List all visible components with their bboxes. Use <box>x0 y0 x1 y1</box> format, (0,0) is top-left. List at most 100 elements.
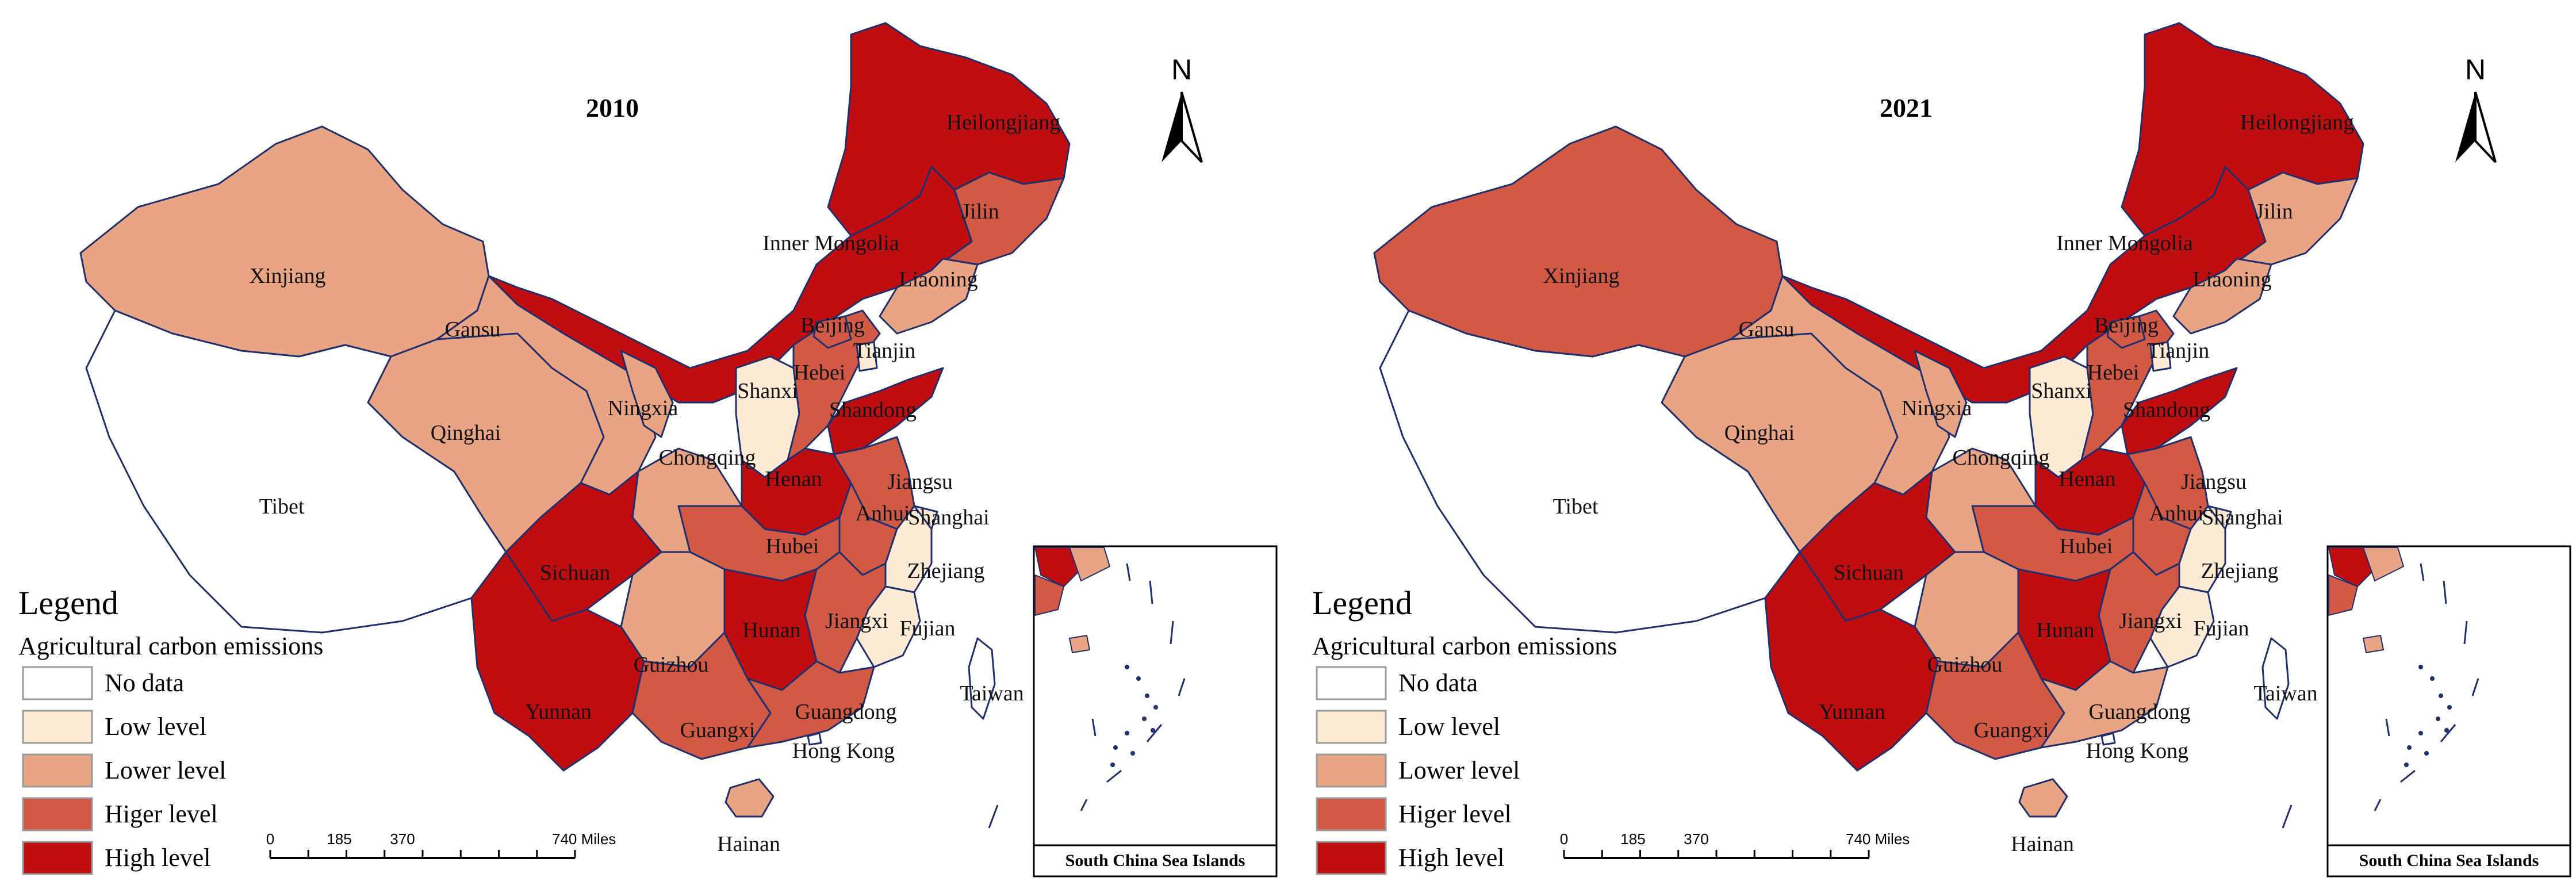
legend-swatch-lower <box>1316 753 1387 788</box>
province-label-shandong: Shandong <box>829 398 917 422</box>
province-label-ningxia: Ningxia <box>1902 396 1972 420</box>
province-taiwan <box>2261 637 2290 720</box>
province-label-guizhou: Guizhou <box>1927 653 2003 677</box>
map-year-title: 2010 <box>586 93 639 122</box>
province-label-fujian: Fujian <box>2193 616 2249 641</box>
province-label-zhejiang: Zhejiang <box>2201 559 2278 583</box>
province-taiwan <box>968 637 996 720</box>
scale-tick-label: 740 Miles <box>552 830 616 848</box>
province-label-qinghai: Qinghai <box>431 421 501 445</box>
province-hong-kong <box>2100 732 2116 746</box>
province-guangdong <box>2040 660 2169 749</box>
province-label-xinjiang: Xinjiang <box>1543 264 1620 288</box>
province-label-xinjiang: Xinjiang <box>250 264 326 288</box>
province-label-jiangxi: Jiangxi <box>825 609 888 633</box>
province-ningxia <box>1914 350 1968 438</box>
legend-swatch-no-data <box>1316 666 1387 700</box>
province-label-hunan: Hunan <box>2036 618 2094 642</box>
province-label-jiangsu: Jiangsu <box>2181 470 2247 494</box>
north-label: N <box>1171 53 1192 86</box>
scale-tick-label: 185 <box>1620 830 1645 848</box>
province-label-hainan: Hainan <box>2011 832 2074 856</box>
north-label: N <box>2465 53 2486 86</box>
province-label-hong-kong: Hong Kong <box>792 739 895 763</box>
scale-bar: 0 185 370 740 Miles <box>266 830 616 859</box>
legend-item-label: Higer level <box>1398 800 1512 828</box>
province-label-guangdong: Guangdong <box>795 700 896 724</box>
province-label-liaoning: Liaoning <box>899 267 977 292</box>
province-label-heilongjiang: Heilongjiang <box>946 110 1060 135</box>
legend-item-label: Lower level <box>105 756 226 784</box>
province-ningxia <box>620 350 674 438</box>
province-label-yunnan: Yunnan <box>1819 700 1885 724</box>
province-label-anhui: Anhui <box>856 501 910 526</box>
province-label-hong-kong: Hong Kong <box>2086 739 2188 763</box>
province-hainan <box>724 778 775 818</box>
inset-south-china-sea: South China Sea Islands <box>2326 545 2571 877</box>
province-liaoning <box>2172 258 2272 335</box>
legend-subtitle: Agricultural carbon emissions <box>1312 632 1617 660</box>
legend-swatch-lower <box>22 753 93 788</box>
province-label-shandong: Shandong <box>2123 398 2210 422</box>
province-label-jiangxi: Jiangxi <box>2119 609 2182 633</box>
scale-tick-label: 0 <box>1560 830 1568 848</box>
province-tianjin <box>856 341 878 372</box>
legend-subtitle: Agricultural carbon emissions <box>18 632 323 660</box>
legend-swatch-no-data <box>22 666 93 700</box>
province-hainan <box>2018 778 2068 818</box>
province-label-inner-mongolia: Inner Mongolia <box>762 231 899 255</box>
province-label-zhejiang: Zhejiang <box>907 559 984 583</box>
province-label-shanghai: Shanghai <box>2202 505 2283 530</box>
scale-tick-label: 740 Miles <box>1846 830 1910 848</box>
province-liaoning <box>879 258 979 335</box>
province-label-chongqing: Chongqing <box>1953 446 2050 470</box>
province-label-hebei: Hebei <box>793 361 846 385</box>
province-label-tianjin: Tianjin <box>2147 339 2209 363</box>
legend-item-label: No data <box>105 669 184 697</box>
province-label-liaoning: Liaoning <box>2192 267 2271 292</box>
scale-tick-label: 370 <box>1684 830 1708 848</box>
scale-tick-label: 185 <box>327 830 351 848</box>
province-label-shanghai: Shanghai <box>908 505 989 530</box>
province-label-yunnan: Yunnan <box>525 700 592 724</box>
legend-item-label: Low level <box>105 712 206 741</box>
legend-title: Legend <box>18 584 118 622</box>
province-label-taiwan: Taiwan <box>2253 681 2317 706</box>
province-label-anhui: Anhui <box>2149 501 2204 526</box>
province-label-jilin: Jilin <box>961 200 999 224</box>
north-arrow-icon: N <box>1162 53 1203 163</box>
legend-item-label: High level <box>105 844 211 872</box>
province-label-hebei: Hebei <box>2087 361 2140 385</box>
province-label-hubei: Hubei <box>2060 534 2113 558</box>
inset-title: South China Sea Islands <box>2359 851 2539 870</box>
province-label-sichuan: Sichuan <box>540 561 610 585</box>
province-label-tianjin: Tianjin <box>853 339 915 363</box>
province-hong-kong <box>807 732 822 746</box>
province-label-tibet: Tibet <box>259 495 305 519</box>
legend-swatch-high <box>1316 841 1387 875</box>
legend-swatch-high <box>22 841 93 875</box>
legend-item-label: No data <box>1398 669 1478 697</box>
province-tianjin <box>2149 341 2172 372</box>
legend-title: Legend <box>1312 584 1412 622</box>
scale-tick-label: 0 <box>266 830 274 848</box>
province-label-jiangsu: Jiangsu <box>887 470 953 494</box>
legend: Legend Agricultural carbon emissions No da… <box>1312 584 1617 875</box>
province-label-guizhou: Guizhou <box>634 653 709 677</box>
province-label-sichuan: Sichuan <box>1834 561 1904 585</box>
province-yunnan <box>470 551 645 772</box>
inset-south-china-sea: South China Sea Islands <box>1033 545 1278 877</box>
legend-item-label: Low level <box>1398 712 1500 741</box>
legend-swatch-higher <box>1316 797 1387 831</box>
province-label-guangxi: Guangxi <box>1974 718 2049 742</box>
province-guangdong <box>746 660 875 749</box>
province-label-guangdong: Guangdong <box>2088 700 2190 724</box>
province-label-shanxi: Shanxi <box>737 379 798 403</box>
legend-swatch-higher <box>22 797 93 831</box>
province-label-jilin: Jilin <box>2255 200 2293 224</box>
map-panel-2021: Xinjiang Tibet Qinghai Gansu Inner Mongolia H… <box>1312 22 2571 877</box>
province-label-ningxia: Ningxia <box>608 396 678 420</box>
inset-title: South China Sea Islands <box>1065 851 1245 870</box>
province-label-gansu: Gansu <box>444 317 500 342</box>
